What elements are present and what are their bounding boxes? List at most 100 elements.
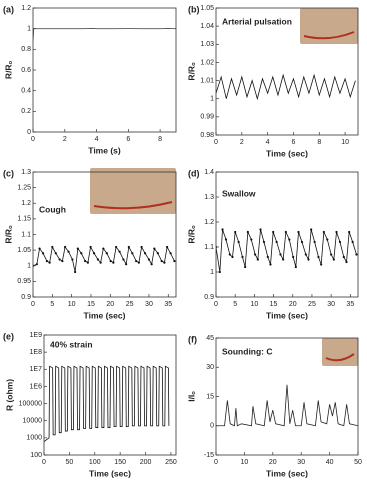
inset-detail <box>325 353 355 362</box>
data-point <box>231 255 234 259</box>
x-tick-label: 10 <box>250 301 258 308</box>
y-axis-label: R/Rₒ <box>186 62 196 81</box>
inset-photo <box>90 168 176 214</box>
data-point <box>244 265 247 269</box>
data-point <box>112 261 115 264</box>
y-tick-label: 0.9 <box>21 294 31 301</box>
data-point <box>118 250 121 253</box>
y-tick-label: 1E9 <box>30 332 43 339</box>
data-point <box>109 259 112 263</box>
data-point <box>342 255 345 259</box>
panel-label: (f) <box>188 334 197 344</box>
y-tick-label: 0.98 <box>200 132 214 139</box>
y-tick-label: 45 <box>206 335 214 342</box>
x-axis-label: Time (sec) <box>266 148 308 158</box>
data-point <box>105 252 108 255</box>
data-point <box>89 245 92 249</box>
data-point <box>114 245 118 249</box>
inset-detail <box>93 201 173 210</box>
data-point <box>250 238 253 241</box>
y-tick-label: 1 <box>27 26 31 33</box>
x-tick-label: 40 <box>326 459 334 466</box>
data-point <box>41 252 45 255</box>
data-point <box>256 258 259 261</box>
panel: 0 2 4 6 8 0 0.2 0.4 0.6 0.8 1 1.2 Time (s) R/Rₒ (a) <box>3 4 177 155</box>
data-point <box>71 258 74 261</box>
x-tick-label: 10 <box>68 301 76 308</box>
y-tick-label: 1 <box>210 269 214 276</box>
plot-area <box>216 384 358 427</box>
data-point <box>48 261 51 264</box>
panel-title: Swallow <box>222 188 256 198</box>
panel-label: (a) <box>3 4 14 14</box>
panel: 0 50 100 150 200 250 100 1000 10000 100000 1E6 1E7 1… <box>3 331 177 478</box>
data-point <box>335 230 338 234</box>
data-point <box>80 252 83 255</box>
x-tick-label: 2 <box>63 136 67 143</box>
data-line <box>44 365 170 442</box>
x-tick-label: 20 <box>269 459 277 466</box>
y-tick-label: 0.8 <box>21 46 31 53</box>
y-tick-label: 1.15 <box>17 216 31 223</box>
data-line <box>33 245 175 273</box>
data-point <box>63 245 67 249</box>
data-point <box>294 265 297 269</box>
x-tick-label: 50 <box>354 459 362 466</box>
panel-title: Arterial pulsation <box>222 16 292 26</box>
plot-area <box>33 245 176 274</box>
data-point <box>275 240 278 244</box>
x-tick-label: 20 <box>106 301 114 308</box>
data-point <box>320 263 323 266</box>
data-point <box>288 238 291 241</box>
data-point <box>355 253 358 256</box>
data-point <box>221 228 224 231</box>
y-tick-label: 100 <box>30 452 42 459</box>
y-tick-label: 30 <box>206 364 214 371</box>
data-point <box>345 260 348 264</box>
y-tick-label: 1.4 <box>204 169 214 176</box>
data-point <box>122 258 125 261</box>
y-tick-label: 1E6 <box>30 383 43 390</box>
plot-area <box>216 73 356 101</box>
x-tick-label: 0 <box>214 139 218 146</box>
y-axis-label: R/Rₒ <box>3 60 13 79</box>
data-point <box>156 252 159 255</box>
x-tick-label: 15 <box>87 301 95 308</box>
x-tick-label: 15 <box>270 301 278 308</box>
y-tick-label: 1.3 <box>204 194 214 201</box>
data-point <box>102 247 105 250</box>
y-tick-label: 1.02 <box>200 59 214 66</box>
y-tick-label: 1.01 <box>200 77 214 84</box>
data-point <box>143 252 147 255</box>
panel-label: (c) <box>3 168 14 178</box>
data-point <box>169 252 172 255</box>
data-point <box>241 255 244 259</box>
data-point <box>313 240 316 244</box>
x-axis-label: Time (sec) <box>84 310 126 320</box>
x-axis-label: Time (s) <box>88 145 121 155</box>
x-tick-label: 4 <box>95 136 99 143</box>
x-tick-label: 0 <box>214 301 218 308</box>
data-point <box>86 261 89 264</box>
data-point <box>317 255 320 259</box>
data-point <box>99 261 102 264</box>
x-tick-label: 0 <box>42 459 46 466</box>
y-tick-label: 0 <box>210 423 214 430</box>
x-tick-label: 10 <box>241 459 249 466</box>
plot-frame <box>43 334 177 456</box>
data-point <box>135 259 138 263</box>
data-point <box>74 270 77 274</box>
plot-frame <box>215 7 359 136</box>
data-point <box>150 263 153 266</box>
y-tick-label: 10000 <box>23 418 43 425</box>
data-point <box>338 240 342 244</box>
data-point <box>234 230 237 234</box>
data-point <box>160 259 163 263</box>
x-tick-label: 35 <box>164 301 172 308</box>
x-tick-label: 5 <box>50 301 54 308</box>
data-point <box>351 240 354 244</box>
y-tick-label: 0.99 <box>200 114 214 121</box>
data-point <box>269 263 272 266</box>
